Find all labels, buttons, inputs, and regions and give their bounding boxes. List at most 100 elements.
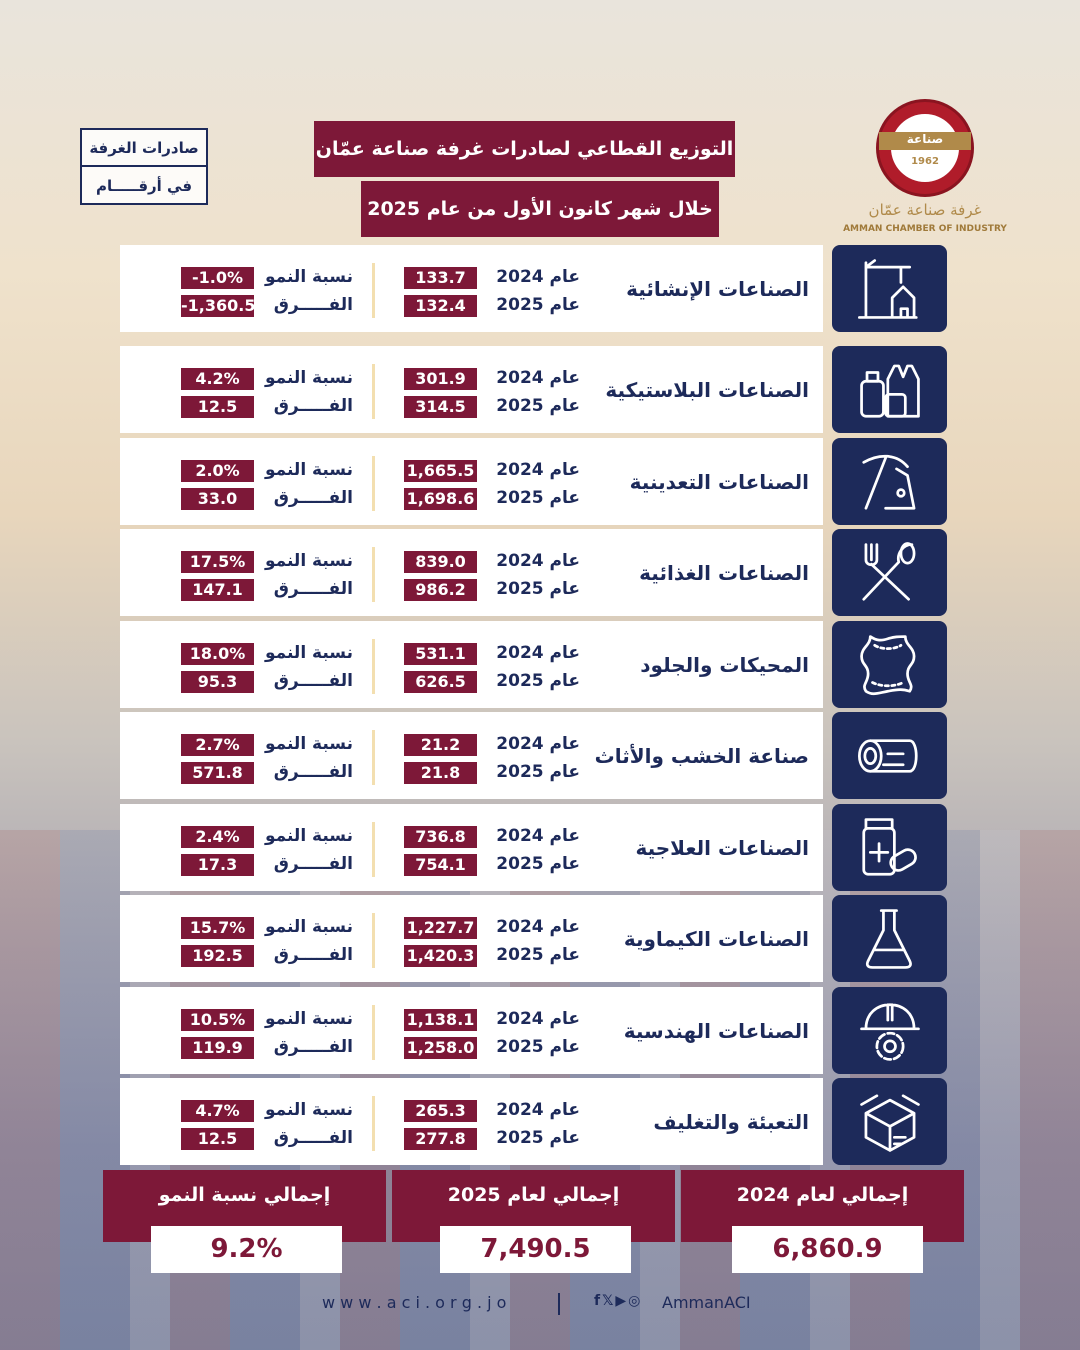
- value-2024: 531.1: [404, 643, 477, 665]
- year-2025-label: عام 2025: [496, 295, 580, 315]
- badge-box: صادرات الغرفة في أرقـــــام: [80, 128, 208, 205]
- sector-name: الصناعات الإنشائية: [626, 276, 809, 301]
- column-divider: [372, 456, 375, 511]
- social-icons: f𝕏▶◎: [594, 1293, 642, 1309]
- sector-name: الصناعات العلاجية: [635, 835, 809, 860]
- social-handle[interactable]: AmmanACI: [662, 1293, 751, 1312]
- diff-value: 33.0: [181, 488, 254, 510]
- diff-label: الفـــــرق: [273, 1128, 353, 1148]
- growth-value: 10.5%: [181, 1009, 254, 1031]
- diff-label: الفـــــرق: [273, 671, 353, 691]
- badge-line1: صادرات الغرفة: [82, 130, 206, 167]
- value-2025: 1,420.3: [404, 945, 477, 967]
- sector-name: صناعة الخشب والأثاث: [594, 743, 809, 768]
- sector-name: الصناعات الهندسية: [623, 1018, 809, 1043]
- growth-label: نسبة النمو: [264, 460, 353, 480]
- diff-label: الفـــــرق: [273, 854, 353, 874]
- growth-value: 17.5%: [181, 551, 254, 573]
- diff-value: 119.9: [181, 1037, 254, 1059]
- growth-value: -1.0%: [181, 267, 254, 289]
- year-2024-label: عام 2024: [496, 267, 580, 287]
- sector-icon-box: [832, 621, 947, 708]
- year-2025-label: عام 2025: [496, 1037, 580, 1057]
- sector-row: الصناعات البلاستيكية عام 2024 عام 2025 3…: [120, 346, 823, 433]
- value-2024: 1,665.5: [404, 460, 477, 482]
- growth-value: 2.7%: [181, 734, 254, 756]
- sector-row: الصناعات العلاجية عام 2024 عام 2025 736.…: [120, 804, 823, 891]
- sector-icon-box: [832, 346, 947, 433]
- column-divider: [372, 547, 375, 602]
- growth-value: 2.4%: [181, 826, 254, 848]
- growth-label: نسبة النمو: [264, 1100, 353, 1120]
- value-2025: 986.2: [404, 579, 477, 601]
- diff-label: الفـــــرق: [273, 396, 353, 416]
- sector-name: التعبئة والتغليف: [653, 1109, 809, 1134]
- facebook-icon[interactable]: f: [594, 1293, 603, 1309]
- diff-value: 571.8: [181, 762, 254, 784]
- sector-row: الصناعات الكيماوية عام 2024 عام 2025 1,2…: [120, 895, 823, 982]
- value-2025: 626.5: [404, 671, 477, 693]
- helmet-gear-icon: [859, 1002, 920, 1061]
- column-divider: [372, 1096, 375, 1151]
- year-2025-label: عام 2025: [496, 488, 580, 508]
- total-2024-value: 6,860.9: [732, 1226, 923, 1273]
- page-subtitle: خلال شهر كانون الأول من عام 2025: [361, 181, 719, 237]
- logo-mark: صناعة: [879, 132, 971, 150]
- year-2024-label: عام 2024: [496, 1009, 580, 1029]
- sector-row: الصناعات التعدينية عام 2024 عام 2025 1,6…: [120, 438, 823, 525]
- diff-value: 17.3: [181, 854, 254, 876]
- diff-label: الفـــــرق: [273, 579, 353, 599]
- logo-text-en: AMMAN CHAMBER OF INDUSTRY: [843, 224, 1007, 234]
- pickaxe-icon: [861, 454, 915, 510]
- value-2025: 21.8: [404, 762, 477, 784]
- footer-divider: [558, 1293, 560, 1315]
- badge-line2: في أرقـــــام: [95, 176, 193, 195]
- value-2025: 132.4: [404, 295, 477, 317]
- value-2024: 301.9: [404, 368, 477, 390]
- value-2024: 1,138.1: [404, 1009, 477, 1031]
- sector-icon-box: [832, 438, 947, 525]
- diff-value: 147.1: [181, 579, 254, 601]
- instagram-icon[interactable]: ◎: [628, 1293, 643, 1309]
- sector-row: الصناعات الغذائية عام 2024 عام 2025 839.…: [120, 529, 823, 616]
- column-divider: [372, 263, 375, 318]
- x-icon[interactable]: 𝕏: [602, 1293, 616, 1309]
- construction-crane-icon: [857, 258, 918, 319]
- value-2025: 1,698.6: [404, 488, 477, 510]
- growth-label: نسبة النمو: [264, 734, 353, 754]
- sector-row: المحيكات والجلود عام 2024 عام 2025 531.1…: [120, 621, 823, 708]
- logo: 1962 صناعة: [876, 99, 974, 197]
- growth-value: 2.0%: [181, 460, 254, 482]
- growth-label: نسبة النمو: [264, 368, 353, 388]
- column-divider: [372, 913, 375, 968]
- growth-label: نسبة النمو: [264, 1009, 353, 1029]
- value-2025: 277.8: [404, 1128, 477, 1150]
- sector-row: التعبئة والتغليف عام 2024 عام 2025 265.3…: [120, 1078, 823, 1165]
- value-2024: 839.0: [404, 551, 477, 573]
- growth-label: نسبة النمو: [264, 917, 353, 937]
- growth-value: 18.0%: [181, 643, 254, 665]
- diff-value: 192.5: [181, 945, 254, 967]
- logo-est: 1962: [911, 155, 939, 167]
- fork-spoon-icon: [861, 541, 915, 601]
- diff-value: -1,360.5: [181, 295, 256, 317]
- sector-icon-box: [832, 529, 947, 616]
- package-box-icon: [859, 1093, 920, 1152]
- leather-hide-icon: [859, 634, 915, 695]
- value-2024: 265.3: [404, 1100, 477, 1122]
- sector-name: الصناعات الغذائية: [639, 560, 809, 585]
- youtube-icon[interactable]: ▶: [615, 1293, 629, 1309]
- sector-name: الصناعات البلاستيكية: [605, 377, 809, 402]
- growth-label: نسبة النمو: [264, 643, 353, 663]
- sector-icon-box: [832, 804, 947, 891]
- column-divider: [372, 364, 375, 419]
- year-2025-label: عام 2025: [496, 671, 580, 691]
- diff-label: الفـــــرق: [273, 488, 353, 508]
- value-2024: 1,227.7: [404, 917, 477, 939]
- total-growth-value: 9.2%: [151, 1226, 342, 1273]
- sector-icon-box: [832, 712, 947, 799]
- website-link[interactable]: w w w . a c i . o r g . j o: [322, 1293, 507, 1312]
- diff-value: 12.5: [181, 1128, 254, 1150]
- value-2024: 21.2: [404, 734, 477, 756]
- year-2025-label: عام 2025: [496, 396, 580, 416]
